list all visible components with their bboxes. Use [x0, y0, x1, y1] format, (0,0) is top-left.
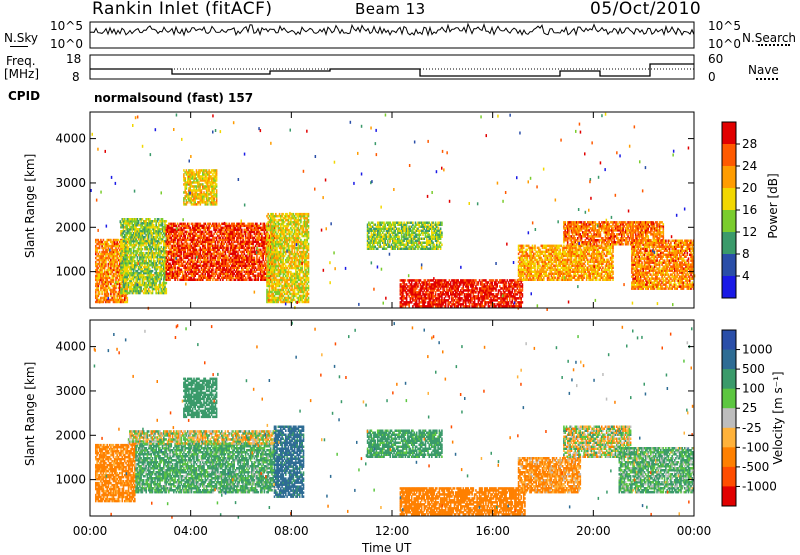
heatmap-cell — [108, 293, 110, 296]
heatmap-cell — [166, 220, 168, 223]
heatmap-cell — [241, 229, 243, 232]
heatmap-cell — [166, 282, 168, 285]
noise-panel-frame — [90, 22, 694, 48]
frequency-trace — [90, 64, 694, 76]
heatmap-cell — [166, 288, 168, 291]
heatmap-cell — [127, 297, 129, 300]
heatmap-cell — [188, 223, 190, 226]
heatmap-cell — [267, 233, 269, 236]
heatmap-cell — [261, 233, 263, 236]
heatmap-cell — [251, 279, 253, 282]
heatmap-cell — [152, 270, 154, 273]
heatmap-cell — [260, 223, 262, 226]
heatmap-cell — [216, 183, 218, 186]
heatmap-cell — [184, 177, 186, 180]
noise-trace — [90, 24, 694, 35]
heatmap-cell — [216, 189, 218, 192]
heatmap-cell — [216, 169, 218, 172]
heatmap-cell — [254, 257, 256, 260]
power-heatmap — [90, 113, 695, 311]
heatmap-cell — [142, 248, 144, 251]
heatmap-cell — [182, 271, 184, 274]
heatmap-cell — [211, 231, 213, 234]
